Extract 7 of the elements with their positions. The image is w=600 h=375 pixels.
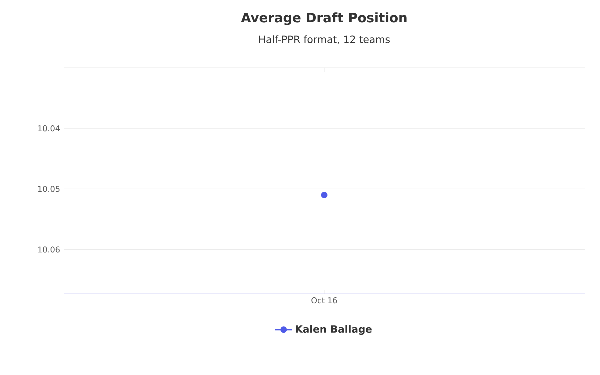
- legend-label: Kalen Ballage: [296, 325, 372, 336]
- x-tick-label: Oct 16: [312, 298, 338, 304]
- y-tick-label: 10.05: [38, 186, 60, 192]
- chart-title: Average Draft Position: [241, 12, 407, 26]
- y-tick-label: 10.04: [38, 126, 60, 132]
- chart-subtitle: Half-PPR format, 12 teams: [260, 36, 390, 44]
- y-tick-label: 10.06: [38, 246, 60, 253]
